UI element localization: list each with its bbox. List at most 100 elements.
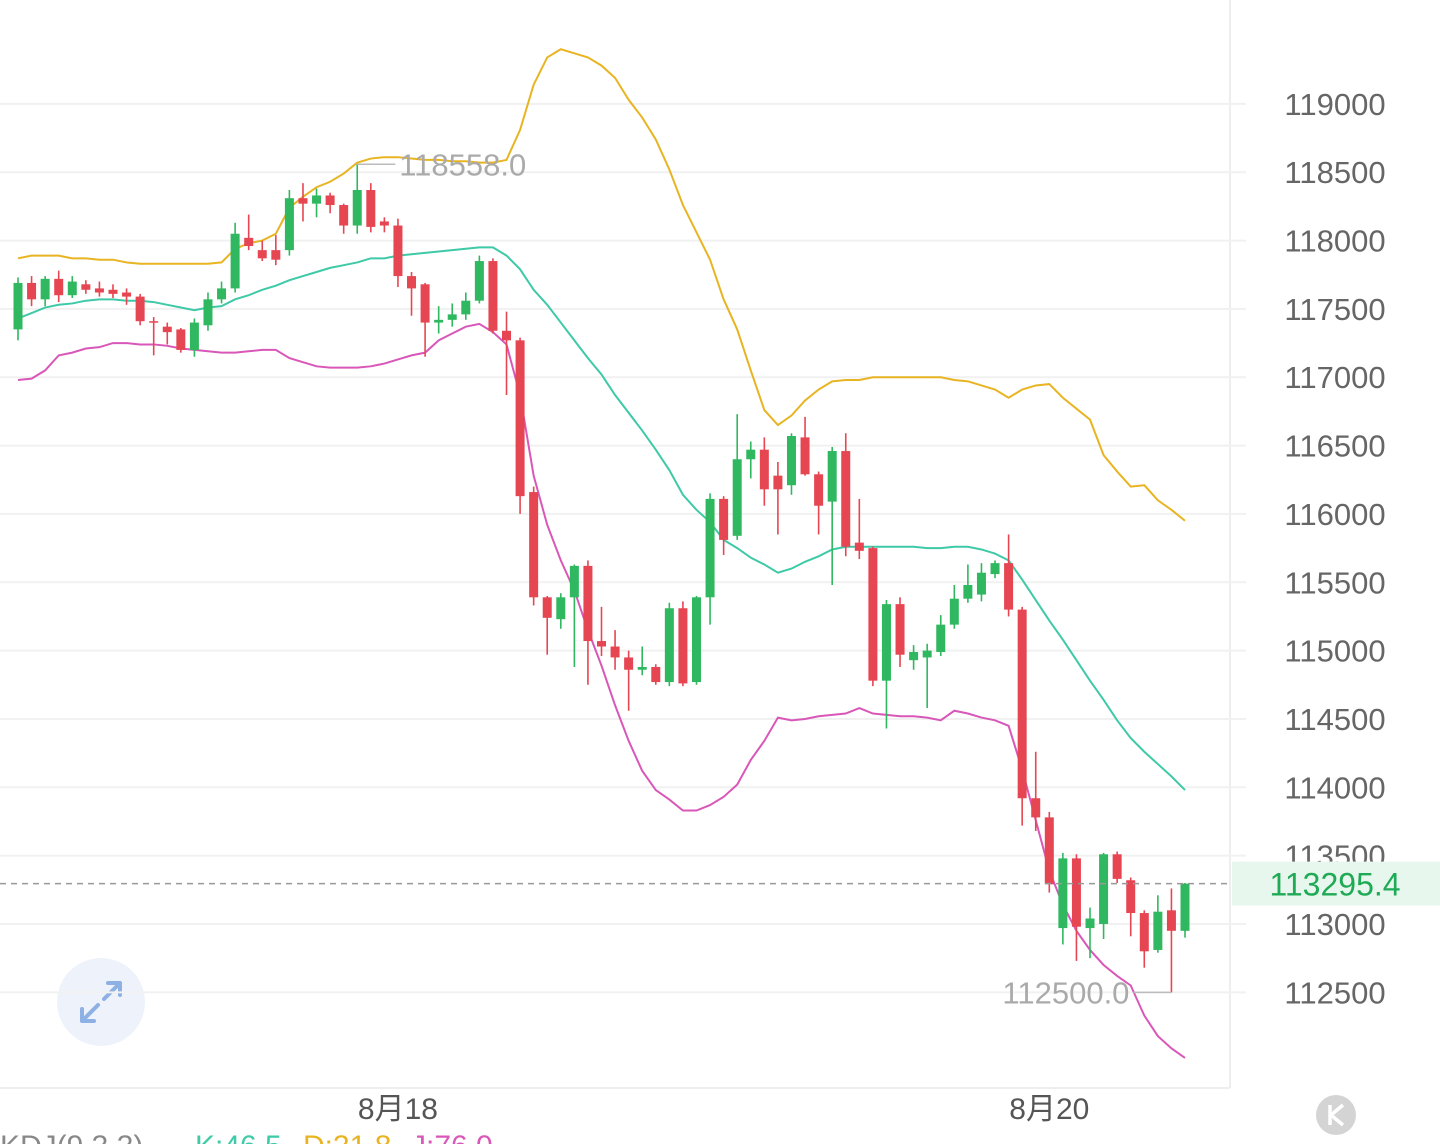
y-tick-label: 119000 xyxy=(1284,87,1385,122)
candle-body xyxy=(257,250,267,259)
candle-body xyxy=(352,189,362,226)
candle-body xyxy=(502,330,512,341)
indicator-value: J:76.0 xyxy=(411,1130,493,1144)
candle-body xyxy=(1126,880,1136,914)
k-button[interactable] xyxy=(1316,1095,1356,1135)
candle-body xyxy=(881,604,891,681)
expand-icon xyxy=(80,981,122,1023)
last-price-label: 113295.4 xyxy=(1269,867,1400,903)
candle-body xyxy=(40,278,50,300)
candle-body xyxy=(379,221,389,226)
candle-body xyxy=(990,563,1000,575)
candle-body xyxy=(474,261,484,301)
candle-body xyxy=(569,565,579,598)
y-tick-label: 118500 xyxy=(1284,155,1385,190)
candle-body xyxy=(678,608,688,684)
candle-body xyxy=(284,198,294,251)
candle-body xyxy=(434,319,444,323)
k-icon xyxy=(1328,1103,1345,1127)
candle-body xyxy=(162,326,172,333)
y-tick-label: 114000 xyxy=(1284,770,1385,805)
candle-body xyxy=(407,276,417,289)
candle-body xyxy=(1004,563,1014,610)
candle-body xyxy=(366,189,376,227)
candle-body xyxy=(529,492,539,598)
candle-body xyxy=(1099,854,1109,924)
candle-body xyxy=(312,195,322,204)
candle-body xyxy=(1153,911,1163,950)
candle-body xyxy=(786,436,796,486)
candle-body xyxy=(13,282,23,330)
candle-body xyxy=(271,250,281,260)
candle-body xyxy=(298,198,308,204)
candle-body xyxy=(597,641,606,647)
candle-body xyxy=(814,474,824,506)
candle-body xyxy=(949,598,959,625)
y-tick-label: 114500 xyxy=(1284,702,1385,737)
candle-body xyxy=(27,282,37,300)
candle-body xyxy=(1139,913,1149,952)
candle-body xyxy=(963,585,973,599)
y-tick-label: 112500 xyxy=(1284,975,1385,1010)
candle-body xyxy=(447,314,457,320)
candle-body xyxy=(909,651,919,661)
candle-body xyxy=(610,646,620,658)
candle-body xyxy=(1017,609,1027,799)
min-label: 112500.0 xyxy=(1002,975,1129,1010)
candle-body xyxy=(217,288,227,300)
y-tick-label: 113000 xyxy=(1284,907,1385,942)
candle-body xyxy=(1180,883,1190,931)
candle-body xyxy=(773,475,783,490)
candle-body xyxy=(515,340,525,497)
candle-body xyxy=(1166,910,1176,931)
candle-body xyxy=(1085,918,1095,929)
candle-body xyxy=(922,650,932,658)
candle-body xyxy=(325,195,335,206)
candle-body xyxy=(1058,858,1068,929)
candle-body xyxy=(67,281,77,296)
candle-body xyxy=(488,261,498,331)
candle-body xyxy=(746,449,756,460)
candle-body xyxy=(759,449,769,490)
candle-body xyxy=(81,284,91,290)
candle-body xyxy=(1112,854,1122,879)
band-line xyxy=(17,246,1186,791)
candle-body xyxy=(203,299,213,326)
y-tick-label: 115500 xyxy=(1284,565,1385,600)
candle-body xyxy=(54,278,64,296)
candle-body xyxy=(827,451,837,502)
candle-body xyxy=(732,459,742,536)
candle-body xyxy=(583,565,593,642)
candle-body xyxy=(719,498,729,540)
candle-body xyxy=(664,608,674,683)
candle-body xyxy=(1071,858,1081,927)
candle-body xyxy=(244,237,254,247)
y-tick-label: 115000 xyxy=(1284,634,1385,669)
x-tick-label: 8月20 xyxy=(1009,1093,1089,1126)
y-tick-label: 117000 xyxy=(1284,360,1385,395)
y-tick-label: 117500 xyxy=(1284,292,1385,327)
candle-body xyxy=(108,289,118,294)
last-price-badge xyxy=(1232,861,1440,906)
candle-body xyxy=(542,597,552,618)
candle-body xyxy=(122,292,132,297)
candle-body xyxy=(637,667,647,670)
candle-body xyxy=(895,604,905,655)
band-line xyxy=(17,48,1186,522)
y-tick-label: 118000 xyxy=(1284,224,1385,259)
candle-body xyxy=(976,572,986,595)
candle-body xyxy=(624,657,634,670)
max-label: 118558.0 xyxy=(399,147,526,182)
candle-body xyxy=(691,597,701,683)
candle-body xyxy=(176,329,186,350)
candle-body xyxy=(556,597,566,620)
candle-body xyxy=(149,321,159,323)
k-button-bg xyxy=(1316,1095,1356,1135)
candle-body xyxy=(461,300,471,315)
candle-body xyxy=(841,451,851,547)
x-tick-label: 8月18 xyxy=(358,1093,438,1126)
candle-body xyxy=(705,498,715,598)
expand-button[interactable] xyxy=(57,958,145,1046)
